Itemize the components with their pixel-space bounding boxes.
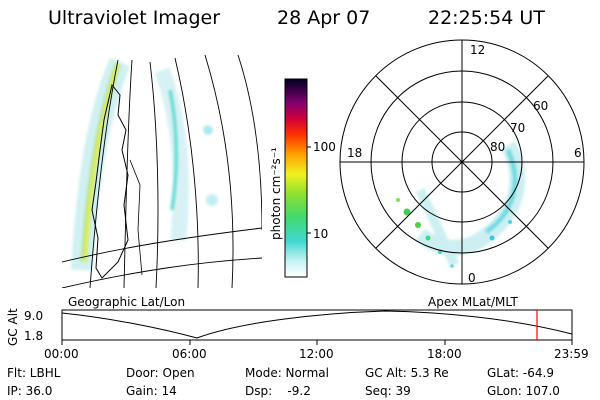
graticule	[62, 54, 262, 288]
colorbar-tick-10: 10	[313, 227, 329, 241]
dsp-readout: Dsp: -9.2	[245, 384, 311, 398]
glon-readout: GLon: 107.0	[487, 384, 560, 398]
seq-readout: Seq: 39	[365, 384, 411, 398]
mlt-label-18: 18	[347, 146, 363, 160]
timeline-xtick-1800: 18:00	[427, 347, 462, 361]
mlt-label-12: 12	[470, 43, 486, 57]
timeline-left-title: Geographic Lat/Lon	[68, 295, 186, 309]
colorbar-ticks	[307, 146, 311, 234]
colorbar-label: photon cm⁻²s⁻¹	[269, 147, 283, 240]
glat-readout: GLat: -64.9	[487, 366, 554, 380]
lat-label-80: 80	[490, 140, 506, 154]
aurora-emission-polar	[415, 141, 526, 268]
timeline-plot	[61, 309, 573, 345]
timeline-ylabel: GC Alt	[6, 308, 20, 346]
timeline-xtick-0000: 00:00	[44, 347, 79, 361]
timeline-ytick-bottom: 1.8	[24, 329, 44, 343]
gc-alt-readout: GC Alt: 5.3 Re	[365, 366, 449, 380]
mlt-label-6: 6	[574, 146, 582, 160]
timeline-right-title: Apex MLat/MLT	[428, 295, 518, 309]
timeline-xtick-0600: 06:00	[172, 347, 207, 361]
gain-readout: Gain: 14	[126, 384, 177, 398]
mlt-label-0: 0	[468, 271, 476, 285]
oval-dots	[396, 198, 512, 268]
app-title: Ultraviolet Imager	[48, 7, 221, 29]
ip-readout: IP: 36.0	[7, 384, 53, 398]
colorbar	[284, 78, 308, 278]
coastline	[91, 83, 129, 279]
geographic-map	[62, 54, 262, 288]
aurora-emission-geo	[71, 57, 218, 271]
door-readout: Door: Open	[126, 366, 195, 380]
colorbar-tick-100: 100	[313, 140, 336, 154]
time-readout: 22:25:54 UT	[428, 7, 545, 29]
timeline-xtick-1200: 12:00	[299, 347, 334, 361]
polar-plot	[339, 39, 585, 285]
filter-readout: Flt: LBHL	[7, 366, 61, 380]
lat-label-70: 70	[510, 121, 526, 135]
mode-readout: Mode: Normal	[245, 366, 329, 380]
timeline-xtick-2359: 23:59	[554, 347, 589, 361]
altitude-curve	[61, 310, 573, 339]
polar-grid	[339, 39, 585, 285]
timeline-ticks	[61, 340, 573, 345]
date-readout: 28 Apr 07	[277, 7, 371, 29]
timeline-ytick-top: 9.0	[24, 309, 44, 323]
lat-label-60: 60	[533, 99, 549, 113]
